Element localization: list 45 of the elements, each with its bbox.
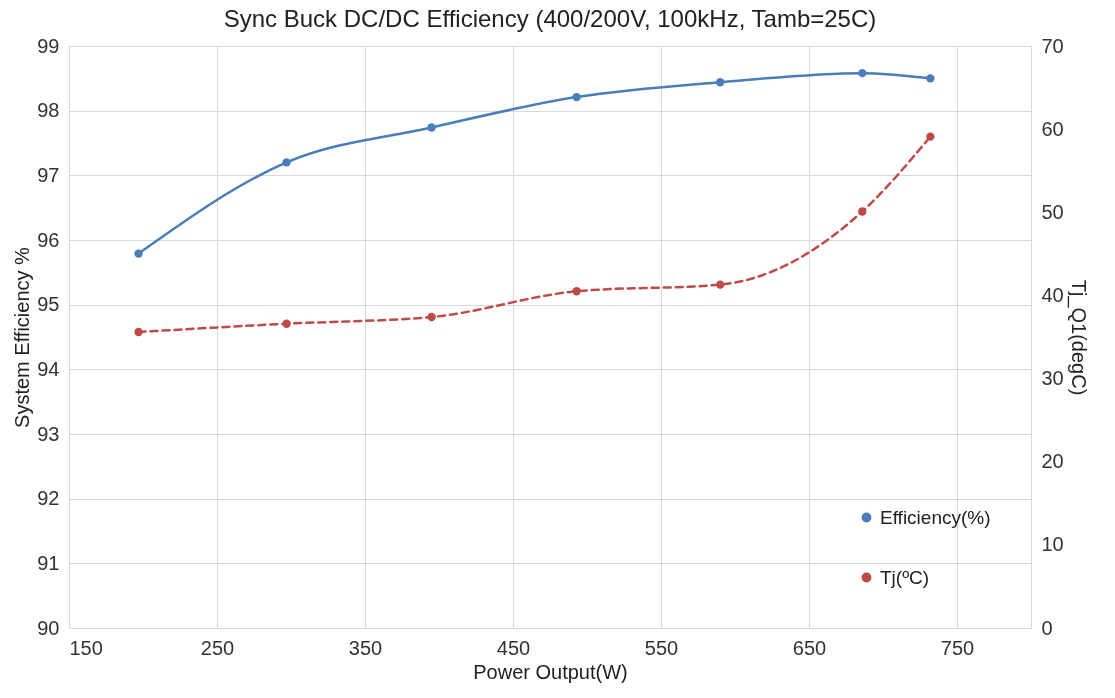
point bbox=[282, 319, 291, 328]
y-tick-label: 92 bbox=[37, 487, 60, 510]
y2-tick-label: 60 bbox=[1041, 117, 1064, 140]
point bbox=[427, 312, 436, 322]
point bbox=[716, 78, 725, 87]
x-tick-label: 250 bbox=[200, 636, 235, 659]
x-tick-label: 150 bbox=[69, 636, 103, 659]
point bbox=[134, 249, 143, 258]
y-tick-label: 96 bbox=[37, 228, 60, 251]
y2-tick-label: 70 bbox=[1041, 34, 1064, 57]
y-tick-label: 99 bbox=[37, 34, 60, 57]
point bbox=[572, 287, 581, 296]
y2-tick-label: 40 bbox=[1041, 283, 1064, 306]
x-tick-label: 450 bbox=[496, 636, 531, 659]
y2-axis-title: Tj_Q1(degC) bbox=[1066, 279, 1090, 396]
point bbox=[427, 123, 436, 132]
x-axis-title: Power Output(W) bbox=[473, 660, 628, 683]
y2-tick-label: 30 bbox=[1041, 367, 1064, 390]
y-tick-label: 98 bbox=[37, 99, 60, 122]
y-tick-label: 97 bbox=[37, 163, 60, 186]
legend-label: Efficiency(%) bbox=[880, 506, 991, 528]
x-tick-label: 350 bbox=[348, 636, 383, 659]
x-tick-label: 650 bbox=[792, 636, 827, 659]
y2-tick-label: 10 bbox=[1041, 533, 1064, 556]
point bbox=[858, 207, 867, 216]
x-tick-label: 550 bbox=[644, 636, 679, 659]
y2-tick-label: 50 bbox=[1041, 200, 1064, 223]
point bbox=[282, 158, 291, 167]
point bbox=[926, 74, 935, 83]
y-axis-title: System Efficiency % bbox=[11, 246, 34, 428]
point bbox=[858, 68, 867, 78]
y-tick-label: 91 bbox=[37, 551, 60, 574]
point bbox=[716, 280, 725, 289]
y-tick-label: 90 bbox=[37, 616, 60, 639]
point bbox=[572, 92, 581, 102]
point bbox=[134, 327, 143, 337]
y-tick-label: 95 bbox=[37, 293, 60, 316]
y-tick-label: 94 bbox=[37, 357, 60, 380]
x-tick-label: 750 bbox=[940, 636, 975, 659]
y-tick-label: 93 bbox=[37, 422, 60, 445]
chart-title: Sync Buck DC/DC Efficiency (400/200V, 100kHz, Tamb=25C) bbox=[223, 5, 877, 32]
y2-tick-label: 0 bbox=[1041, 616, 1053, 639]
y2-tick-label: 20 bbox=[1041, 450, 1064, 473]
point bbox=[926, 132, 935, 141]
legend-label: Tj(ºC) bbox=[880, 566, 930, 588]
